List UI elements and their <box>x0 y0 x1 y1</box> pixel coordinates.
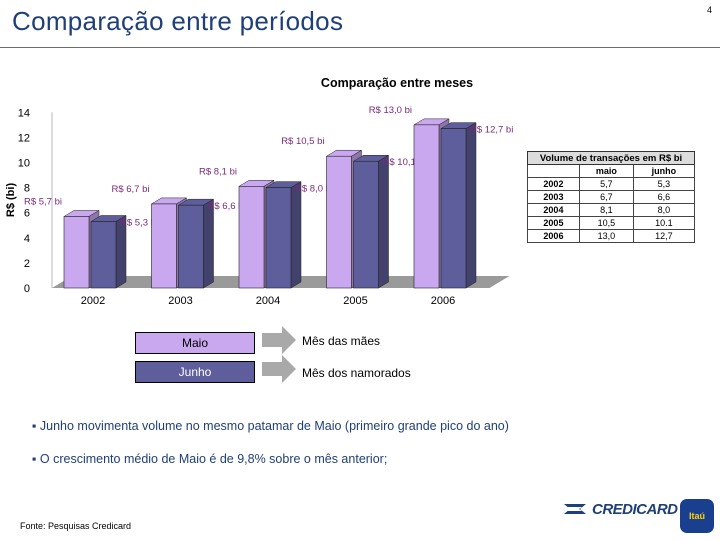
table-year: 2004 <box>527 203 580 217</box>
bar-side <box>203 198 214 289</box>
data-label: R$ 8,1 bi <box>199 166 237 177</box>
y-tick-label: 14 <box>18 107 30 119</box>
table-maio-value: 6,7 <box>578 190 634 204</box>
bar-maio <box>151 203 177 289</box>
x-tick-label: 2004 <box>256 295 280 307</box>
table-maio-value: 10,5 <box>578 216 634 230</box>
table-junho-value: 12,7 <box>632 229 696 243</box>
chart-title: Comparação entre meses <box>321 76 473 90</box>
y-tick-label: 10 <box>18 158 30 170</box>
bar-maio <box>238 186 265 289</box>
y-tick-label: 4 <box>24 233 30 245</box>
data-label: R$ 13,0 bi <box>369 105 412 116</box>
bar-maio <box>326 155 352 289</box>
table-year: 2003 <box>527 190 580 204</box>
y-tick-label: 8 <box>24 183 30 195</box>
table-row: 2006 13,0 12,7 <box>527 229 696 243</box>
bar-junho <box>90 221 117 289</box>
data-label: R$ 10,5 bi <box>281 136 324 147</box>
bar-side <box>290 181 302 289</box>
page-title: Comparação entre períodos <box>12 6 344 36</box>
legend-maio-description: Mês das mães <box>302 334 381 348</box>
bullet-text: ▪ O crescimento médio de Maio é de 9,8% … <box>32 452 388 466</box>
data-label: R$ 5,7 bi <box>24 196 62 207</box>
table-corner <box>527 164 580 178</box>
table-header-junho: junho <box>632 164 696 178</box>
y-tick-label: 0 <box>24 283 30 295</box>
data-label: R$ 10,1 bi <box>383 157 426 168</box>
table-row: 2003 6,7 6,6 <box>527 190 696 204</box>
bar-junho <box>178 204 204 289</box>
credicard-wordmark: CREDICARD <box>592 500 678 518</box>
bar-side <box>465 122 477 289</box>
credicard-logo: CREDICARD <box>562 500 678 518</box>
data-label: R$ 6,6 bi <box>208 201 246 212</box>
y-tick-label: 12 <box>18 132 30 144</box>
y-axis-label: R$ (bi) <box>5 183 17 218</box>
x-tick-label: 2006 <box>431 295 455 307</box>
bar-chart: Comparação entre meses R$ (bi) 0 2 4 6 8 10 12 14… <box>5 76 513 307</box>
y-tick-label: 2 <box>24 258 30 270</box>
data-label: R$ 5,3 bi <box>120 217 158 228</box>
table-year: 2006 <box>527 229 580 243</box>
data-label: R$ 8,0 bi <box>295 184 333 195</box>
table-year: 2005 <box>527 216 580 230</box>
table-header-maio: maio <box>578 164 634 178</box>
table-row: 2002 5,7 5,3 <box>527 177 696 191</box>
source-note: Fonte: Pesquisas Credicard <box>20 521 132 531</box>
bar-junho <box>440 128 467 289</box>
x-tick-label: 2005 <box>343 295 367 307</box>
volume-table: Volume de transações em R$ bi maio junho… <box>527 151 696 243</box>
data-label: R$ 6,7 bi <box>111 184 149 195</box>
title-divider <box>0 47 720 48</box>
table-year: 2002 <box>527 177 580 191</box>
table-maio-value: 13,0 <box>578 229 634 243</box>
table-row: 2004 8,1 8,0 <box>527 203 696 217</box>
page-number: 4 <box>706 5 712 15</box>
bar-side <box>378 154 389 289</box>
table-junho-value: 10.1 <box>632 216 696 230</box>
legend-junho-description: Mês dos namorados <box>302 366 411 380</box>
table-title: Volume de transações em R$ bi <box>527 151 695 165</box>
table-row: 2005 10,5 10.1 <box>527 216 696 230</box>
bar-junho <box>353 160 379 289</box>
x-tick-label: 2003 <box>168 295 192 307</box>
table-maio-value: 8,1 <box>578 203 634 217</box>
table-maio-value: 5,7 <box>578 177 634 191</box>
bar-maio <box>63 216 90 289</box>
itau-logo: Itaú <box>680 499 714 533</box>
x-tick-label: 2002 <box>81 295 105 307</box>
credicard-mark-icon <box>564 504 586 514</box>
itau-wordmark: Itaú <box>688 511 705 521</box>
data-label: R$ 12,7 bi <box>470 125 513 136</box>
legend-maio-box: Maio <box>135 332 255 354</box>
bullet-text: ▪ Junho movimenta volume no mesmo patama… <box>32 419 509 433</box>
table-junho-value: 5,3 <box>632 177 696 191</box>
arrow-right-icon <box>262 355 296 383</box>
arrow-right-icon <box>262 326 296 354</box>
bar-maio <box>413 124 440 289</box>
legend-junho-box: Junho <box>135 361 255 383</box>
y-tick-label: 6 <box>24 208 30 220</box>
bar-junho <box>265 187 292 289</box>
table-junho-value: 8,0 <box>632 203 696 217</box>
table-junho-value: 6,6 <box>632 190 696 204</box>
